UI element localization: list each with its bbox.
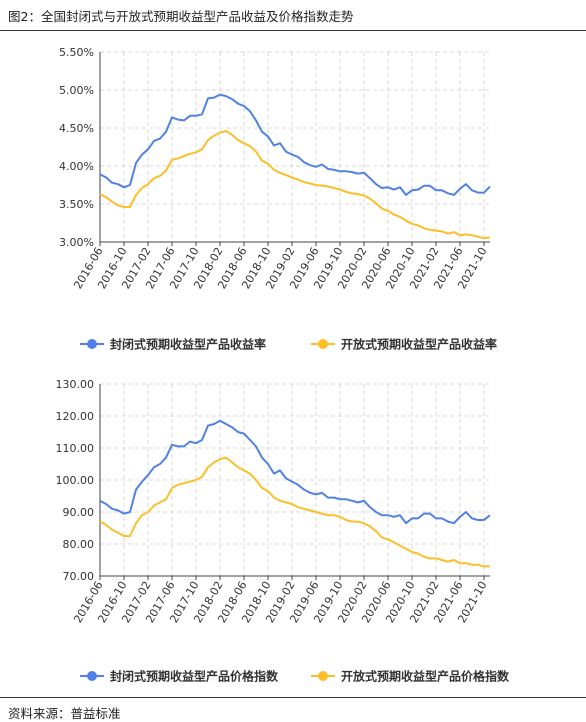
- legend-item-2[interactable]: 开放式预期收益型产品收益率: [311, 337, 497, 352]
- price-index-line-chart: 70.0080.0090.00100.00110.00120.00130.002…: [56, 378, 511, 684]
- series-line-2: [99, 456, 490, 568]
- y-tick-label: 5.50%: [59, 46, 94, 59]
- y-tick-label: 130.00: [56, 378, 95, 391]
- legend-label: 开放式预期收益型产品价格指数: [341, 669, 510, 684]
- series-line-1: [99, 419, 491, 525]
- top-divider: [0, 30, 586, 31]
- legend-marker: [87, 339, 97, 349]
- y-tick-label: 80.00: [63, 538, 95, 551]
- yield-rate-line-chart: 3.00%3.50%4.00%4.50%5.00%5.50%2016-06201…: [59, 46, 497, 352]
- y-tick-label: 5.00%: [59, 84, 94, 97]
- legend-marker: [87, 671, 97, 681]
- legend-label: 封闭式预期收益型产品价格指数: [110, 669, 279, 684]
- legend-item-1[interactable]: 封闭式预期收益型产品价格指数: [80, 669, 279, 684]
- y-tick-label: 100.00: [56, 474, 95, 487]
- y-tick-label: 3.50%: [59, 198, 94, 211]
- legend-item-1[interactable]: 封闭式预期收益型产品收益率: [80, 337, 266, 352]
- series-line-2: [99, 130, 491, 240]
- legend-marker: [318, 671, 328, 681]
- legend-marker: [318, 339, 328, 349]
- legend-label: 开放式预期收益型产品收益率: [341, 337, 497, 352]
- series-line-1: [99, 93, 491, 196]
- figure-title: 图2：全国封闭式与开放式预期收益型产品收益及价格指数走势: [8, 9, 354, 24]
- bottom-divider: [0, 697, 586, 698]
- y-tick-label: 4.50%: [59, 122, 94, 135]
- y-tick-label: 120.00: [56, 410, 95, 423]
- source-note: 资料来源：普益标准: [8, 706, 121, 721]
- y-tick-label: 4.00%: [59, 160, 94, 173]
- legend-label: 封闭式预期收益型产品收益率: [110, 337, 266, 352]
- y-tick-label: 110.00: [56, 442, 95, 455]
- y-tick-label: 3.00%: [59, 236, 94, 249]
- legend-item-2[interactable]: 开放式预期收益型产品价格指数: [311, 669, 510, 684]
- y-tick-label: 70.00: [63, 570, 95, 583]
- y-tick-label: 90.00: [63, 506, 95, 519]
